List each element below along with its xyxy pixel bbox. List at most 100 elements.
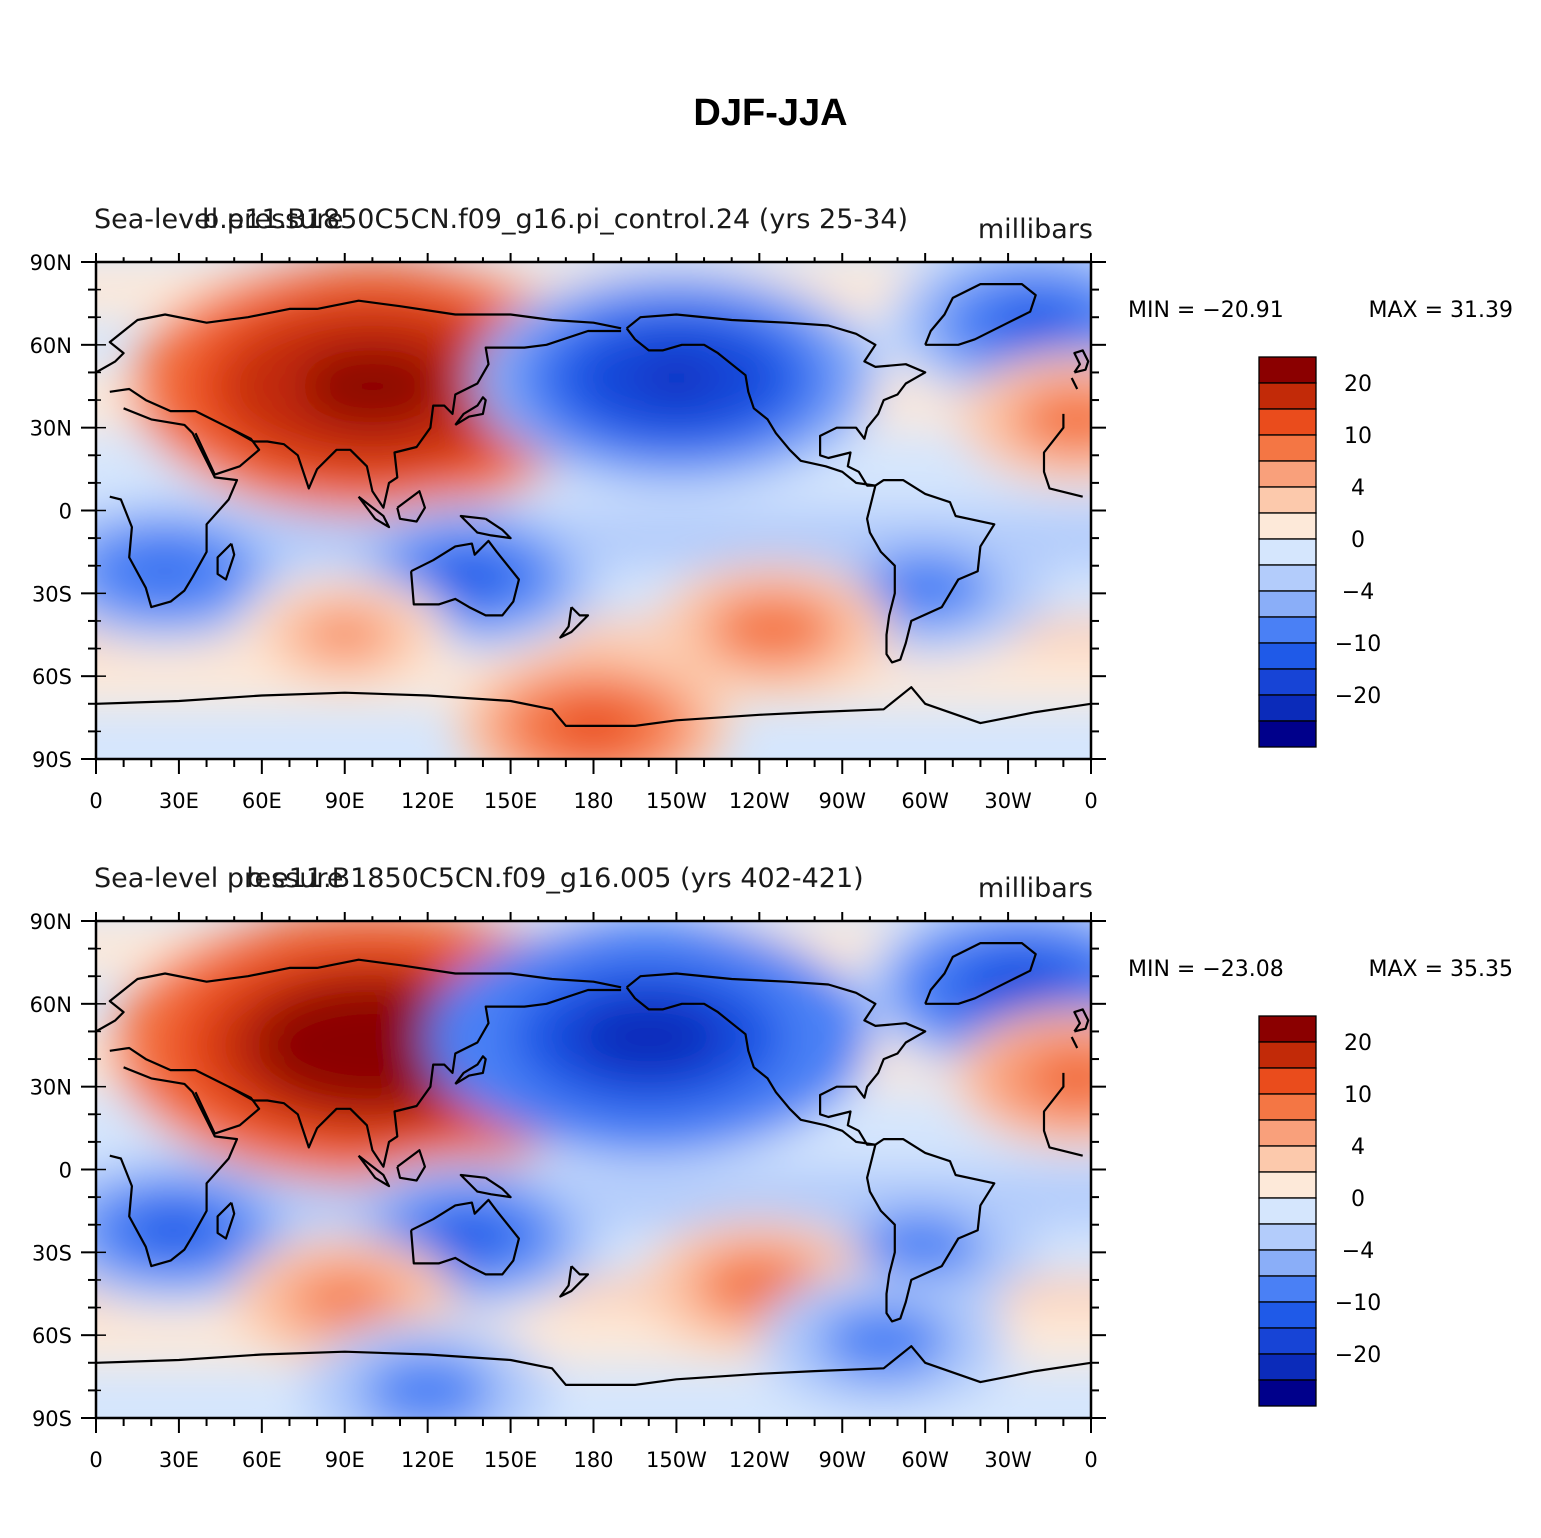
lon-tick-label: 60W [901,789,949,813]
coastline [216,542,236,581]
lat-tick-label: 90N [30,910,72,934]
lon-tick-label: 120E [401,1448,454,1472]
min-label: MIN = −20.91 [1128,298,1284,323]
field-icelandic-low [1011,309,1060,336]
colorbar-bin [1258,1171,1317,1199]
left-title: Sea-level pressure [94,204,343,235]
lat-tick-label: 30S [32,1241,72,1265]
page-title: DJF-JJA [693,92,848,134]
coastline [410,1198,521,1276]
lon-tick-label: 90W [819,789,867,813]
lon-tick-label: 60E [242,789,282,813]
field-australia-low [447,564,492,589]
units-title: millibars [978,214,1093,245]
max-label: MAX = 31.39 [1368,298,1513,323]
colorbar-bin [1258,564,1317,592]
lat-tick-label: 60S [32,665,72,689]
colorbar-bin [1258,1015,1317,1043]
coastline [96,686,1091,728]
colorbar-bin [1258,1249,1317,1277]
coastline [96,299,622,374]
colorbar-label: −4 [1342,1239,1374,1264]
colorbar-label: 20 [1344,1031,1372,1056]
colorbar-bin [1258,486,1317,514]
field-southern-africa-low [144,559,187,583]
lon-tick-label: 0 [89,789,102,813]
lon-tick-label: 60W [901,1448,949,1472]
coastline [1073,1008,1090,1033]
coastline [357,1154,391,1188]
colorbar-bin [1258,356,1317,384]
lon-tick-label: 0 [1084,1448,1097,1472]
colorbar-bin [1258,1119,1317,1147]
colorbar-label: −4 [1342,580,1374,605]
lon-tick-label: 0 [89,1448,102,1472]
colorbar: 20 10 4 0 −4 −10 −20 [1258,356,1381,748]
colorbar-bin [1258,382,1317,410]
lon-tick-label: 120W [729,789,790,813]
coastline [194,1085,261,1135]
colorbar-label: 10 [1344,424,1372,449]
coastline [924,283,1037,346]
coastline [626,313,927,487]
lon-tick-label: 30E [159,789,199,813]
field-south-pacific-high [754,618,793,640]
colorbar-bin [1258,1327,1317,1355]
colorbar-bin [1258,1067,1317,1095]
colorbar-bin [1258,1093,1317,1121]
lon-tick-label: 150W [646,789,707,813]
colorbar-bin [1258,642,1317,670]
colorbar-bin [1258,1223,1317,1251]
lon-tick-label: 60E [242,1448,282,1472]
field-azores-high [1058,408,1091,431]
lon-tick-label: 180 [573,789,613,813]
lat-tick-label: 30N [30,417,72,441]
colorbar-bin [1258,1353,1317,1381]
lat-tick-label: 60N [30,334,72,358]
field-drake-low [863,1329,904,1352]
field-south-indian-high [327,625,362,645]
coastline [396,1149,426,1182]
field-azores-high [1057,1067,1091,1090]
pressure-field [96,262,1091,759]
colorbar-bin [1258,460,1317,488]
colorbar-bin [1258,1145,1317,1173]
field-south-america-low [900,1236,939,1258]
field-icelandic-low [995,972,1049,1002]
field-siberian-high [330,1023,415,1068]
max-label: MAX = 35.35 [1368,957,1513,982]
field-antarctic-coast-low [407,1379,448,1402]
coastline [454,1055,487,1085]
coastline [459,514,512,540]
colorbar-label: −10 [1335,1291,1381,1316]
colorbar-bin [1258,694,1317,722]
units-title: millibars [978,873,1093,904]
coastline [109,407,239,609]
coastline [865,479,996,664]
colorbar-label: −10 [1335,632,1381,657]
field-south-america-low [905,576,946,600]
coastline [626,972,927,1146]
lat-tick-label: 0 [59,1159,72,1183]
lon-tick-label: 0 [1084,789,1097,813]
lat-tick-label: 0 [59,500,72,524]
lon-tick-label: 120E [401,789,454,813]
field-south-indian-high [326,1289,363,1310]
coastline [109,1066,239,1268]
coastline [559,606,590,639]
coastline [459,1173,512,1199]
coastline [216,1201,236,1240]
coastline [865,1137,996,1323]
coastline [396,490,426,523]
colorbar-bin [1258,408,1317,436]
field-southern-africa-low [151,1218,196,1243]
colorbar-bin [1258,1197,1317,1225]
colorbar-label: 4 [1351,1135,1365,1160]
left-title: Sea-level pressure [94,863,343,894]
colorbar-bin [1258,668,1317,696]
coastline [410,539,521,617]
case-title: b.e11.B1850C5CN.f09_g16.pi_control.24 (y… [202,204,908,235]
coastline [559,1265,590,1298]
min-label: MIN = −23.08 [1128,957,1284,982]
